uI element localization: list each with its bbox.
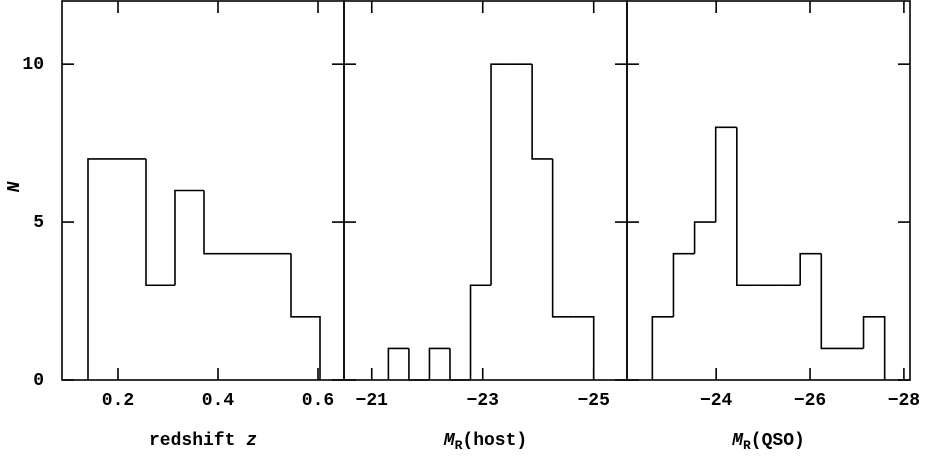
histogram-bar — [387, 347, 409, 380]
label-text: (host) — [462, 431, 527, 451]
label-italic: z — [246, 431, 257, 451]
x-axis-label: MR(QSO) — [731, 431, 805, 454]
histogram-bar — [862, 316, 886, 380]
panel-frame — [626, 0, 911, 381]
label-sub: R — [743, 438, 751, 453]
histogram-bar — [799, 252, 822, 286]
y-tick-label: 0 — [33, 371, 44, 391]
y-tick-label: 10 — [22, 55, 44, 75]
x-tick-label: 0.4 — [202, 391, 235, 411]
histogram-bar — [672, 252, 695, 317]
histogram-bar — [736, 127, 758, 287]
x-tick-label: −28 — [888, 391, 920, 411]
histogram-bar — [145, 158, 175, 287]
histogram-bar — [531, 64, 553, 160]
histogram-bar — [651, 316, 674, 380]
x-tick-label: −26 — [794, 391, 826, 411]
histogram-bar — [820, 253, 843, 350]
panel-frame — [343, 0, 628, 381]
label-italic: M — [731, 431, 744, 451]
y-axis-label: N — [5, 181, 25, 192]
label-text: redshift — [149, 431, 246, 451]
histogram-bar — [551, 158, 574, 318]
label-text: (QSO) — [751, 431, 805, 451]
label-italic: M — [443, 431, 456, 451]
x-tick-label: 0.6 — [302, 391, 334, 411]
histogram-bar — [490, 63, 512, 286]
x-axis-label: MR(host) — [443, 431, 527, 454]
x-tick-label: −21 — [356, 391, 389, 411]
histogram-bar — [174, 189, 204, 286]
histogram-bar — [87, 158, 117, 380]
x-tick-label: −24 — [700, 391, 733, 411]
histogram-bar — [573, 316, 595, 380]
x-tick-label: −25 — [578, 391, 610, 411]
y-tick-label: 5 — [33, 213, 44, 233]
histogram-bar — [203, 190, 233, 255]
histogram-bar — [714, 126, 737, 223]
x-tick-label: 0.2 — [102, 391, 134, 411]
histogram-bar — [290, 253, 321, 380]
histogram-bar — [408, 348, 430, 381]
histogram-bar — [693, 221, 716, 254]
histogram-bar — [449, 348, 471, 381]
x-axis-label: redshift z — [149, 431, 257, 451]
histogram-bar — [469, 284, 492, 380]
histogram-bar — [428, 347, 450, 380]
x-tick-label: −23 — [467, 391, 499, 411]
label-sub: R — [455, 438, 463, 453]
